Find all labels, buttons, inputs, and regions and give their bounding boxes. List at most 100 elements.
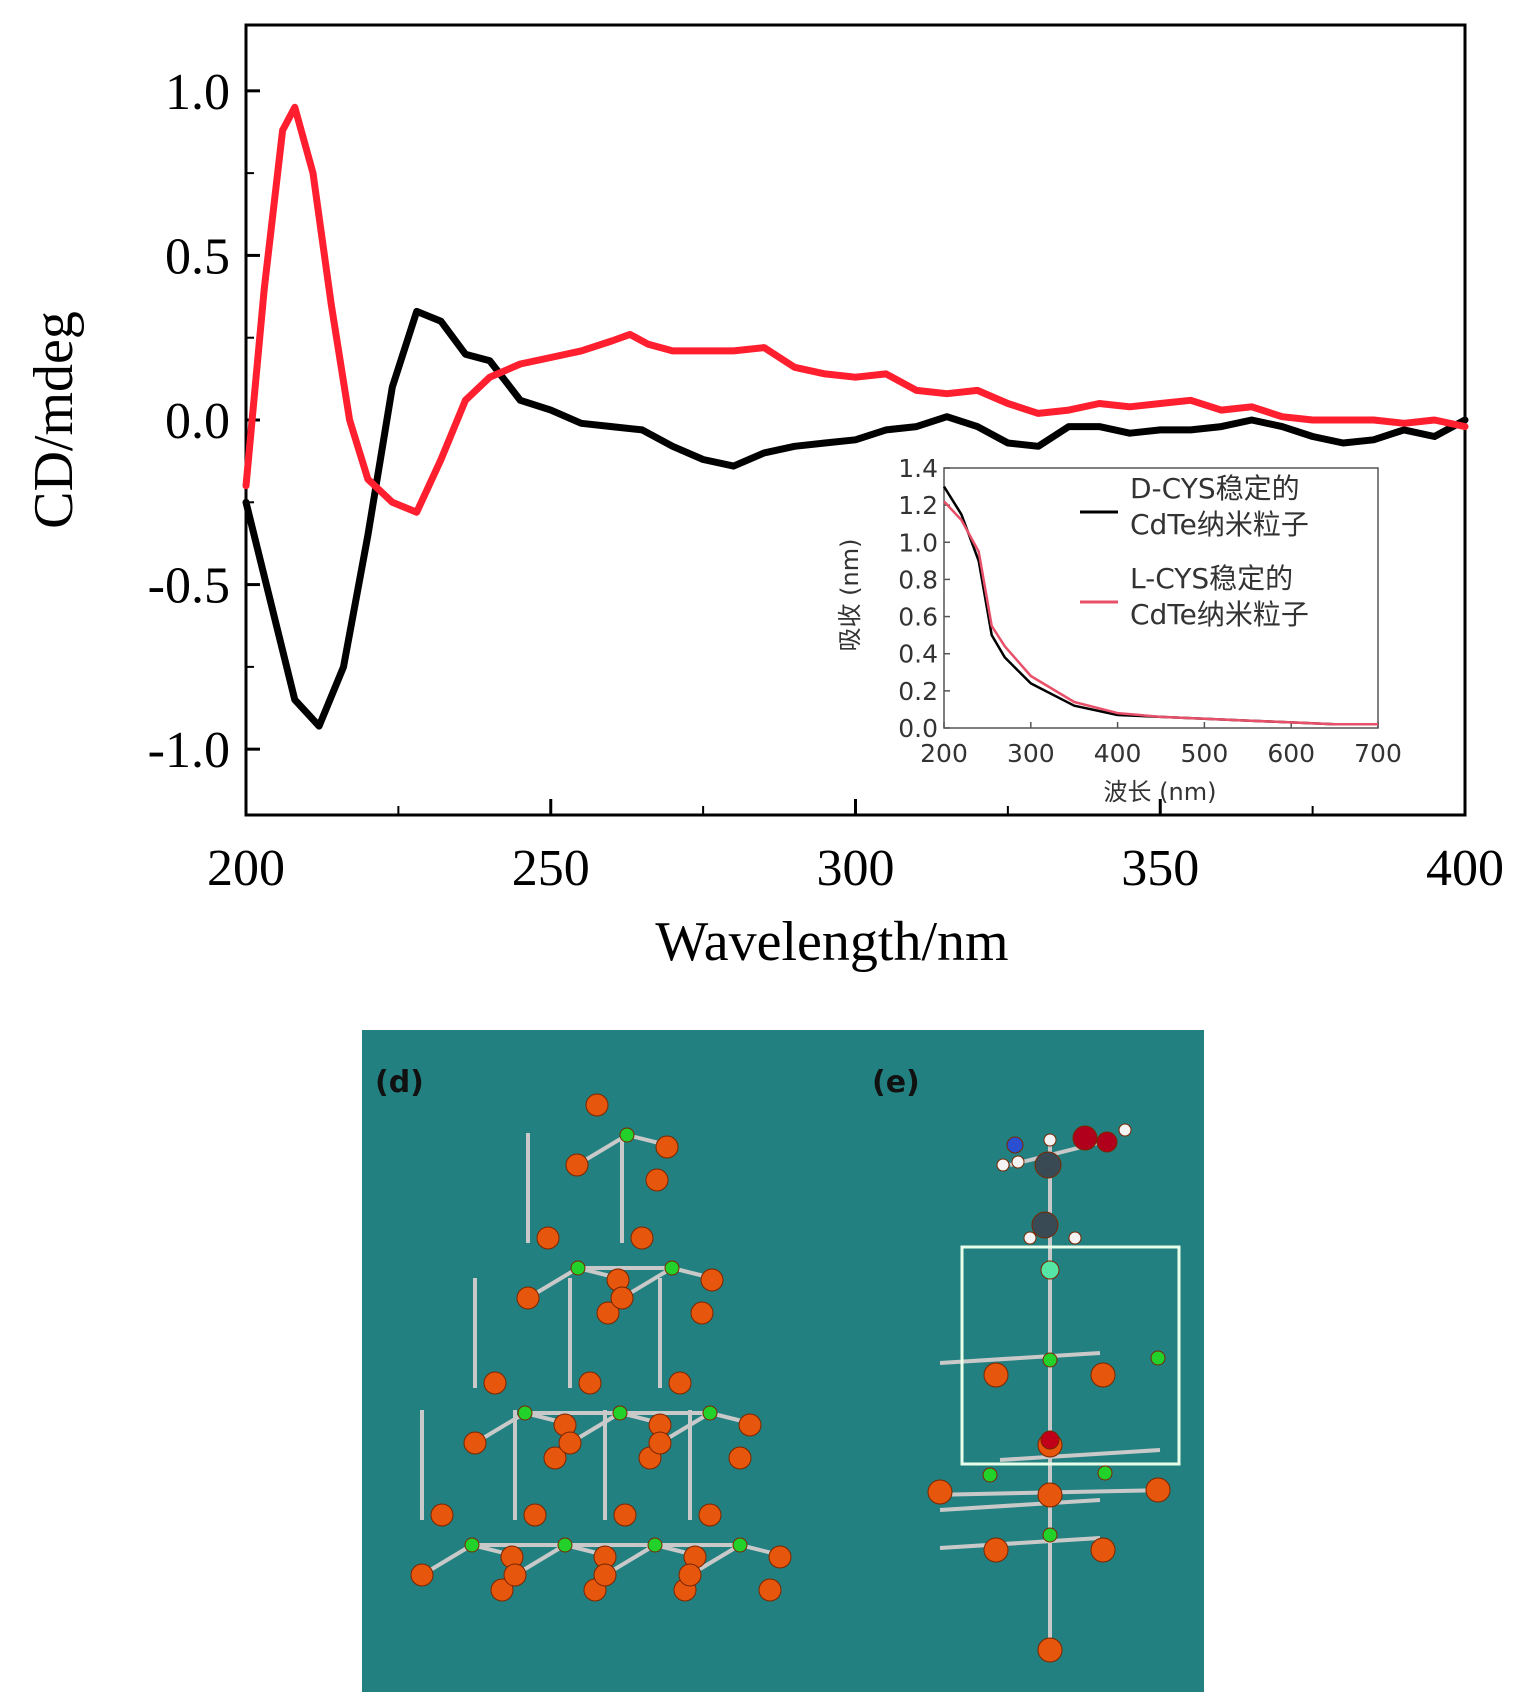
atom-green bbox=[612, 1405, 628, 1421]
atom-nitrogen bbox=[1006, 1136, 1024, 1154]
cd-x-axis-label: Wavelength/nm bbox=[655, 911, 1008, 973]
cd-x-tick-label: 200 bbox=[207, 840, 285, 897]
bond bbox=[999, 1448, 1161, 1462]
inset-y-axis-label: 吸收 (nm) bbox=[836, 539, 864, 652]
cd-x-tick-label: 300 bbox=[817, 840, 895, 897]
inset-y-tick-label: 1.0 bbox=[898, 528, 938, 557]
inset-x-tick-label: 500 bbox=[1181, 739, 1229, 768]
atom-orange bbox=[1037, 1637, 1063, 1663]
bond bbox=[939, 1498, 1101, 1512]
atom-orange bbox=[678, 1563, 702, 1587]
cd-y-tick-label: -0.5 bbox=[148, 558, 230, 615]
atom-green bbox=[1042, 1352, 1058, 1368]
atom-orange bbox=[698, 1503, 722, 1527]
inset-x-axis-label: 波长 (nm) bbox=[1104, 778, 1217, 806]
legend-entry: D-CYS稳定的 CdTe纳米粒子 bbox=[1130, 472, 1309, 541]
atom-carbon bbox=[1034, 1151, 1062, 1179]
atom-orange bbox=[983, 1537, 1009, 1563]
atom-orange bbox=[1090, 1537, 1116, 1563]
inset-series-line-1 bbox=[943, 500, 1378, 726]
atom-green bbox=[702, 1405, 718, 1421]
atom-oxygen bbox=[1040, 1430, 1060, 1450]
inset-legend: D-CYS稳定的 CdTe纳米粒子 L-CYS稳定的 CdTe纳米粒子 bbox=[1080, 472, 1309, 631]
atom-orange bbox=[1090, 1362, 1116, 1388]
bond bbox=[939, 1351, 1101, 1365]
atom-green bbox=[647, 1537, 663, 1553]
panel-e-label: (e) bbox=[872, 1065, 920, 1100]
atom-orange bbox=[463, 1431, 487, 1455]
inset-y-tick-label: 0.4 bbox=[898, 640, 938, 669]
inset-plot-frame bbox=[943, 467, 1379, 729]
cd-series-line-1 bbox=[242, 103, 1469, 516]
lattice-e-structure bbox=[927, 1123, 1171, 1663]
atom-orange bbox=[983, 1362, 1009, 1388]
inset-y-ticks: 1.4 1.2 1.0 0.8 0.6 0.4 0.2 0.0 bbox=[898, 454, 950, 743]
atom-orange bbox=[700, 1268, 724, 1292]
atom-green bbox=[1097, 1465, 1113, 1481]
bond bbox=[939, 1536, 1101, 1550]
inset-y-tick-label: 1.2 bbox=[898, 491, 938, 520]
inset-x-tick-label: 600 bbox=[1267, 739, 1315, 768]
atom-orange bbox=[558, 1431, 582, 1455]
inset-y-tick-label: 0.0 bbox=[898, 714, 938, 743]
atom-orange bbox=[655, 1135, 679, 1159]
cd-x-ticks: 200 250 300 350 400 bbox=[207, 799, 1504, 897]
legend-entry: L-CYS稳定的 CdTe纳米粒子 bbox=[1130, 562, 1309, 631]
atom-green bbox=[557, 1537, 573, 1553]
cd-chart: 1.0 0.5 0.0 -0.5 -1.0 200 250 300 350 400 Wavele… bbox=[23, 23, 1504, 973]
inset-x-tick-label: 700 bbox=[1354, 739, 1402, 768]
inset-y-tick-label: 0.2 bbox=[898, 677, 938, 706]
atom-green bbox=[570, 1260, 586, 1276]
atom-oxygen bbox=[1096, 1131, 1118, 1153]
atom-orange bbox=[490, 1578, 514, 1602]
atom-orange bbox=[648, 1431, 672, 1455]
inset-x-tick-label: 300 bbox=[1007, 739, 1055, 768]
atom-orange bbox=[927, 1479, 953, 1505]
atom-orange bbox=[503, 1563, 527, 1587]
atom-hydrogen bbox=[1068, 1231, 1082, 1245]
atom-orange bbox=[728, 1446, 752, 1470]
atom-hydrogen bbox=[1043, 1133, 1057, 1147]
atom-orange bbox=[630, 1226, 654, 1250]
atom-orange bbox=[610, 1286, 634, 1310]
atom-orange bbox=[758, 1578, 782, 1602]
lattice-d-structure bbox=[410, 1093, 792, 1602]
panel-d-label: (d) bbox=[375, 1065, 424, 1100]
atom-orange bbox=[483, 1371, 507, 1395]
atom-orange bbox=[738, 1413, 762, 1437]
atom-orange bbox=[768, 1545, 792, 1569]
atom-green bbox=[732, 1537, 748, 1553]
inset-y-tick-label: 0.6 bbox=[898, 603, 938, 632]
atom-orange bbox=[430, 1503, 454, 1527]
atom-oxygen bbox=[1072, 1125, 1098, 1151]
atom-hydrogen bbox=[1118, 1123, 1132, 1137]
atom-green bbox=[1150, 1350, 1166, 1366]
inset-x-tick-label: 200 bbox=[920, 739, 968, 768]
atom-orange bbox=[1145, 1477, 1171, 1503]
atom-orange bbox=[1037, 1482, 1063, 1508]
atom-orange bbox=[596, 1301, 620, 1325]
inset-background bbox=[938, 466, 1384, 730]
atom-orange bbox=[565, 1153, 589, 1177]
atom-green bbox=[1042, 1527, 1058, 1543]
cd-series-group bbox=[242, 103, 1469, 730]
atom-orange bbox=[668, 1371, 692, 1395]
atom-orange bbox=[543, 1446, 567, 1470]
cd-y-ticks: 1.0 0.5 0.0 -0.5 -1.0 bbox=[148, 64, 260, 779]
atom-green bbox=[664, 1260, 680, 1276]
atom-hydrogen bbox=[1011, 1155, 1025, 1169]
atom-hydrogen bbox=[1023, 1231, 1037, 1245]
atom-green bbox=[982, 1467, 998, 1483]
molecular-panels: (d) (e) bbox=[362, 1030, 1204, 1692]
atom-orange bbox=[536, 1226, 560, 1250]
atom-green bbox=[464, 1537, 480, 1553]
atom-orange bbox=[523, 1503, 547, 1527]
cd-x-tick-label: 250 bbox=[512, 840, 590, 897]
atom-hydrogen bbox=[996, 1158, 1010, 1172]
inset-chart: 1.4 1.2 1.0 0.8 0.6 0.4 0.2 0.0 200 300 400 500 600… bbox=[836, 454, 1402, 806]
inset-x-tick-label: 400 bbox=[1094, 739, 1142, 768]
atom-orange bbox=[578, 1371, 602, 1395]
cd-y-tick-label: 1.0 bbox=[165, 64, 230, 121]
atom-orange bbox=[645, 1168, 669, 1192]
